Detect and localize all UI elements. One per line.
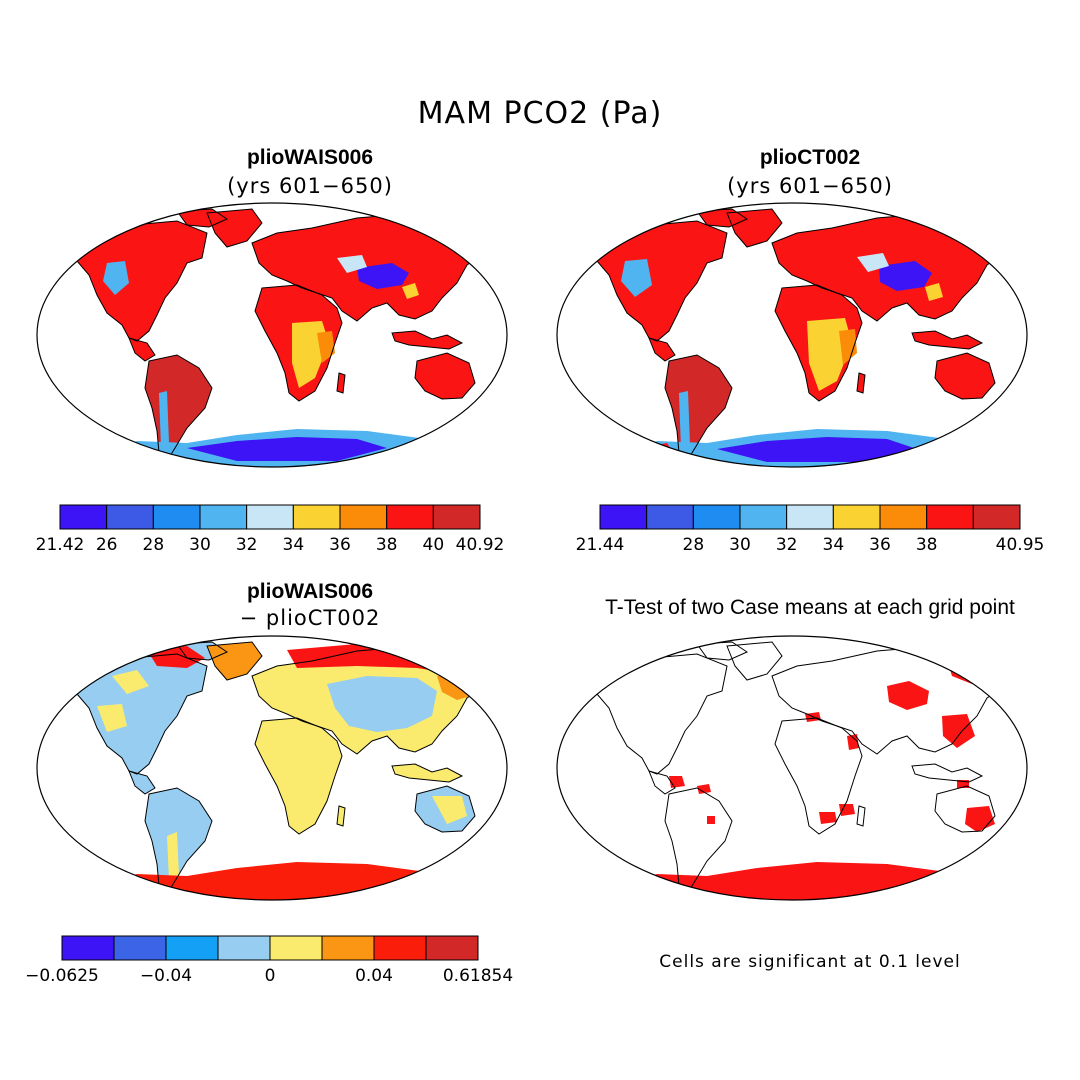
colorbar-0-label-0: 21.42 xyxy=(36,535,85,555)
colorbar-plioCT002: 21.44 28 30 32 34 36 38 40.95 xyxy=(576,504,1045,555)
colorbar-1-swatch-5 xyxy=(832,504,881,530)
significance-note: Cells are significant at 0.1 level xyxy=(659,952,961,972)
colorbar-0-label-3: 30 xyxy=(189,535,211,555)
colorbar-plioWAIS006: 21.42 26 28 30 32 34 36 38 40 40.92 xyxy=(36,504,505,555)
colorbar-2-swatch-2 xyxy=(165,935,219,961)
colorbar-2-swatch-1 xyxy=(113,935,167,961)
figure-title: MAM PCO2 (Pa) xyxy=(417,96,663,131)
colorbar-0-swatch-7 xyxy=(386,504,434,530)
colorbar-0-swatch-5 xyxy=(292,504,341,530)
colorbar-1-swatch-2 xyxy=(692,504,741,530)
colorbar-2-swatch-4 xyxy=(269,935,323,961)
panel-4-title: T-Test of two Case means at each grid po… xyxy=(605,596,1015,619)
colorbar-0-swatch-0 xyxy=(59,504,108,530)
colorbar-0-swatch-3 xyxy=(199,504,248,530)
panel-3-title: plioWAIS006 xyxy=(246,580,374,603)
colorbar-1-swatch-0 xyxy=(599,504,648,530)
colorbar-1-label-5: 36 xyxy=(869,535,891,555)
colorbar-1-label-7: 40.95 xyxy=(996,535,1045,555)
colorbar-1-swatch-8 xyxy=(972,504,1021,530)
colorbar-0-swatch-4 xyxy=(246,504,294,530)
colorbar-1-swatch-4 xyxy=(786,504,834,530)
colorbar-0-swatch-6 xyxy=(339,504,388,530)
colorbar-2-swatch-6 xyxy=(373,935,427,961)
colorbar-0-label-4: 32 xyxy=(236,535,258,555)
colorbar-2-swatch-5 xyxy=(321,935,375,961)
colorbar-0-label-9: 40.92 xyxy=(456,535,505,555)
colorbar-0-label-8: 40 xyxy=(423,535,445,555)
colorbar-2-swatch-0 xyxy=(61,935,115,961)
colorbar-0-label-2: 28 xyxy=(143,535,165,555)
colorbar-0-label-6: 36 xyxy=(329,535,351,555)
colorbar-2-label-1: −0.04 xyxy=(140,966,192,986)
colorbar-1-swatch-1 xyxy=(646,504,694,530)
colorbar-difference: −0.0625 −0.04 0 0.04 0.61854 xyxy=(25,935,513,986)
colorbar-1-swatch-6 xyxy=(879,504,928,530)
colorbar-0-label-7: 38 xyxy=(376,535,398,555)
map-plioCT002 xyxy=(556,202,1028,468)
map-plioWAIS006 xyxy=(36,202,508,468)
panel-2-subtitle: (yrs 601−650) xyxy=(727,174,893,198)
colorbar-2-label-4: 0.61854 xyxy=(443,966,513,986)
map-ttest xyxy=(556,635,1028,901)
colorbar-1-label-0: 21.44 xyxy=(576,535,625,555)
panel-2-title: plioCT002 xyxy=(759,146,861,169)
colorbar-0-swatch-1 xyxy=(106,504,154,530)
colorbar-0-label-5: 34 xyxy=(283,535,305,555)
colorbar-1-swatch-3 xyxy=(739,504,788,530)
colorbar-2-swatch-3 xyxy=(217,935,271,961)
colorbar-1-label-3: 32 xyxy=(776,535,798,555)
colorbar-2-label-0: −0.0625 xyxy=(25,966,99,986)
colorbar-0-label-1: 26 xyxy=(96,535,118,555)
colorbar-0-swatch-8 xyxy=(432,504,481,530)
colorbar-2-label-3: 0.04 xyxy=(355,966,393,986)
colorbar-1-label-1: 28 xyxy=(683,535,705,555)
map-difference xyxy=(36,635,508,901)
colorbar-1-swatch-7 xyxy=(926,504,974,530)
colorbar-2-label-2: 0 xyxy=(265,966,276,986)
panel-1-subtitle: (yrs 601−650) xyxy=(227,174,393,198)
colorbar-1-label-2: 30 xyxy=(729,535,751,555)
colorbar-1-label-6: 38 xyxy=(916,535,938,555)
colorbar-2-swatch-7 xyxy=(425,935,479,961)
panel-1-title: plioWAIS006 xyxy=(246,146,374,169)
colorbar-0-swatch-2 xyxy=(152,504,201,530)
colorbar-1-label-4: 34 xyxy=(823,535,845,555)
panel-3-subtitle: − plioCT002 xyxy=(239,606,381,630)
